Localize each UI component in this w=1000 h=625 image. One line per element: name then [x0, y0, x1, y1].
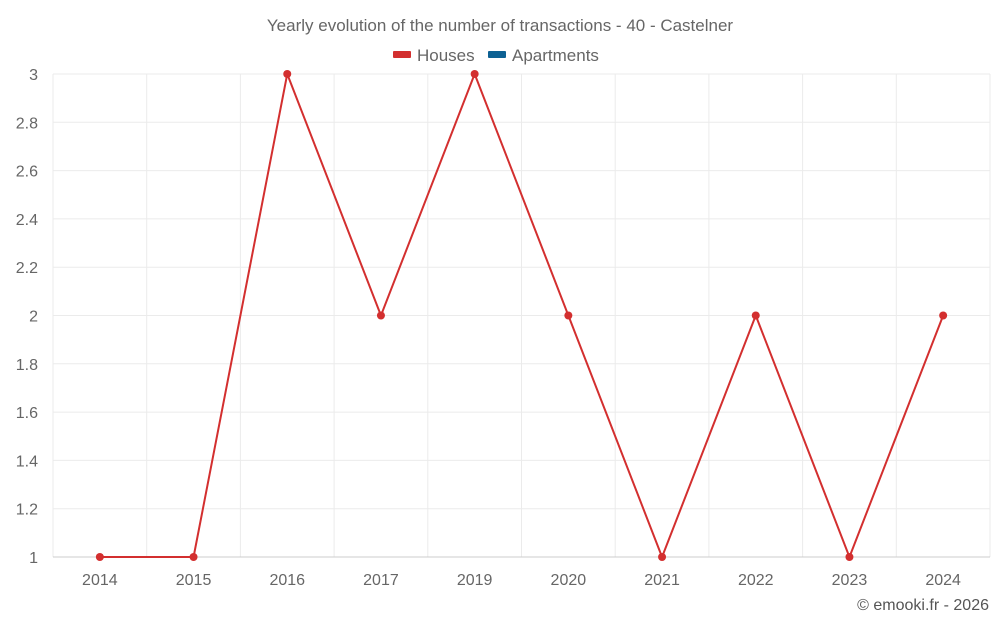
y-tick-label: 1.4	[16, 453, 38, 470]
y-tick-label: 2.4	[16, 212, 38, 229]
data-point[interactable]	[658, 553, 667, 561]
data-point[interactable]	[939, 311, 948, 320]
series-line	[99, 73, 945, 558]
credit-text: © emooki.fr - 2026	[857, 597, 989, 614]
data-point[interactable]	[95, 553, 104, 561]
legend-swatch-houses	[393, 51, 411, 58]
chart-title: Yearly evolution of the number of transa…	[267, 16, 734, 35]
x-tick-label: 2014	[82, 572, 118, 589]
x-tick-label: 2021	[644, 572, 680, 589]
y-tick-label: 2.6	[16, 164, 38, 181]
data-point[interactable]	[751, 311, 760, 320]
data-point[interactable]	[189, 553, 198, 561]
y-tick-label: 1	[29, 550, 38, 567]
legend: Houses Apartments	[393, 46, 599, 65]
x-tick-label: 2022	[738, 572, 774, 589]
data-point[interactable]	[564, 311, 573, 320]
series-houses	[95, 70, 948, 561]
x-tick-label: 2017	[363, 572, 399, 589]
legend-item-houses[interactable]: Houses	[393, 46, 475, 65]
data-point[interactable]	[845, 553, 854, 561]
x-tick-label: 2023	[832, 572, 868, 589]
data-point[interactable]	[376, 311, 385, 320]
x-tick-label: 2024	[925, 572, 961, 589]
y-tick-label: 3	[29, 67, 38, 84]
data-point[interactable]	[283, 70, 292, 78]
axes: 1 1.2 1.4 1.6 1.8 2 2.2 2.4 2.6 2.8 3 2014 2015 2016 2…	[16, 67, 990, 589]
y-tick-label: 2.2	[16, 260, 38, 277]
legend-swatch-apartments	[488, 51, 506, 58]
x-tick-label: 2019	[457, 572, 493, 589]
legend-label-houses: Houses	[417, 46, 475, 65]
legend-item-apartments[interactable]: Apartments	[488, 46, 599, 65]
legend-label-apartments: Apartments	[512, 46, 599, 65]
x-tick-label: 2015	[176, 572, 212, 589]
y-tick-label: 1.8	[16, 357, 38, 374]
data-point[interactable]	[470, 70, 479, 78]
y-tick-label: 1.2	[16, 502, 38, 519]
x-tick-label: 2016	[269, 572, 305, 589]
y-tick-label: 1.6	[16, 405, 38, 422]
x-tick-label: 2020	[551, 572, 587, 589]
y-tick-label: 2.8	[16, 115, 38, 132]
grid	[52, 73, 991, 558]
y-tick-label: 2	[29, 309, 38, 326]
